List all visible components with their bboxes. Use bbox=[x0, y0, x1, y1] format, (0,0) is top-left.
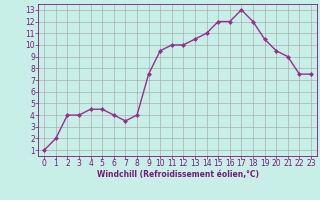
X-axis label: Windchill (Refroidissement éolien,°C): Windchill (Refroidissement éolien,°C) bbox=[97, 170, 259, 179]
